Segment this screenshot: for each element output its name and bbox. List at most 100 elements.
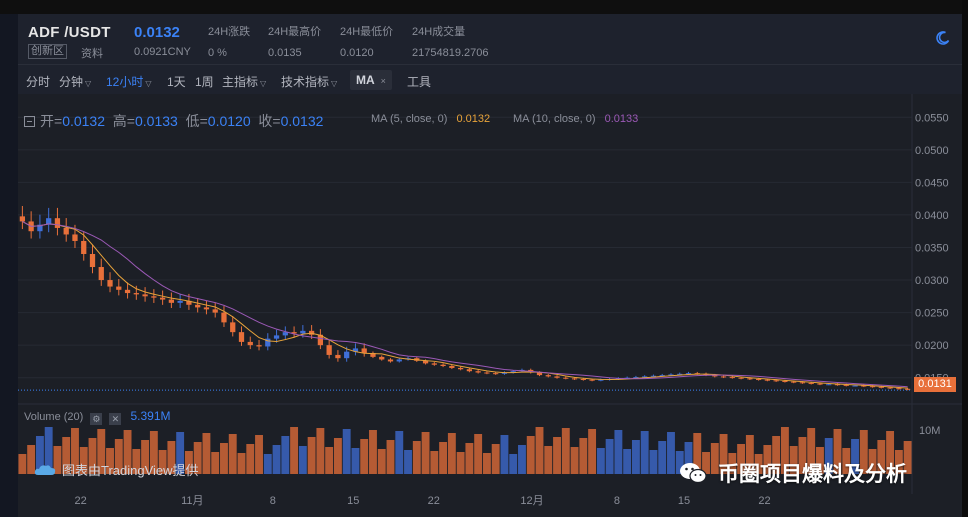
candle-body (563, 377, 569, 379)
candle-body (159, 297, 166, 300)
candle-body (54, 218, 61, 228)
volume-bar (18, 454, 27, 474)
volume-bar (167, 441, 176, 474)
candle-body (677, 373, 683, 375)
main-indicator-menu[interactable]: 主指标 ▽ (222, 75, 267, 89)
volume-bar (509, 454, 518, 474)
candle-body (195, 304, 201, 308)
volume-bar (237, 453, 246, 474)
candle-body (352, 348, 359, 352)
candle-body (81, 240, 87, 254)
volume-bar (640, 431, 649, 474)
volume-bar (193, 442, 202, 474)
volume-bar (877, 440, 886, 474)
ma10-legend: MA (10, close, 0) 0.0133 (513, 113, 638, 125)
tab-minute[interactable]: 分钟 ▽ (59, 75, 92, 89)
candle-body (265, 338, 271, 347)
moon-icon[interactable] (936, 31, 950, 45)
volume-bar (333, 438, 342, 474)
candle-body (466, 369, 473, 372)
candle-body (116, 286, 122, 290)
volume-bar (579, 438, 588, 474)
volume-bar (491, 444, 500, 474)
volume-bar (62, 437, 71, 474)
ma5-value: 0.0132 (456, 113, 491, 125)
tools-menu[interactable]: 工具 (407, 75, 432, 89)
chevron-down-icon: ▽ (85, 79, 92, 88)
candle-body (308, 330, 315, 335)
tech-indicator-menu[interactable]: 技术指标 ▽ (281, 75, 338, 89)
volume-value: 5.391M (130, 409, 171, 423)
candle-body (554, 376, 560, 378)
candle-body (422, 360, 429, 364)
volume-bar (763, 445, 772, 474)
candle-body (755, 379, 762, 381)
candle-body (773, 380, 779, 382)
volume-bar (518, 445, 526, 474)
volume-bar (789, 446, 798, 474)
stat-high-value: 0.0135 (268, 47, 302, 59)
volume-bar (816, 447, 824, 474)
window-top-bar (0, 0, 968, 14)
chart-area[interactable]: 0.0550 0.0500 0.0450 0.0400 0.0350 0.0300 0.02… (18, 94, 962, 517)
volume-bar (842, 448, 851, 474)
close-icon[interactable]: × (380, 76, 386, 86)
tab-1w[interactable]: 1周 (195, 75, 214, 89)
volume-bar (894, 450, 903, 474)
volume-bar (500, 435, 509, 474)
candle-body (861, 385, 867, 387)
candle-body (799, 382, 806, 384)
volume-bar (859, 430, 868, 474)
candle-body (107, 280, 113, 287)
volume-bar (903, 441, 912, 474)
time-tick-label: 12月 (520, 495, 543, 507)
volume-bar (553, 437, 561, 474)
candle-body (729, 377, 735, 379)
candle-body (484, 372, 490, 374)
volume-bar (395, 431, 404, 474)
candle-body (37, 224, 43, 232)
close-icon[interactable]: ✕ (109, 413, 122, 425)
open-value: 0.0132 (62, 113, 106, 129)
candle-body (545, 375, 551, 377)
candle-body (449, 366, 455, 368)
volume-bar (325, 447, 334, 474)
volume-bar (88, 438, 97, 474)
volume-bar (675, 451, 684, 474)
volume-bar (123, 430, 132, 474)
candle-body (904, 388, 911, 390)
tab-1d[interactable]: 1天 (167, 75, 186, 89)
low-value: 0.0120 (207, 113, 251, 129)
volume-bar (535, 427, 544, 474)
volume-bar (526, 436, 535, 474)
collapse-icon[interactable] (24, 116, 35, 127)
volume-label: Volume (20) (24, 411, 84, 423)
candle-body (869, 386, 876, 388)
candle-body (19, 216, 26, 222)
close-value: 0.0132 (280, 113, 324, 129)
tab-time-share[interactable]: 分时 (26, 75, 51, 89)
price-tick-label: 0.0250 (915, 308, 949, 320)
time-tick-label: 8 (614, 495, 620, 507)
ma5-label: MA (5, close, 0) (371, 113, 448, 125)
candle-body (431, 363, 437, 365)
last-price: 0.0132 (134, 24, 180, 41)
volume-bar (158, 450, 167, 474)
tab-12h[interactable]: 12小时 ▽ (106, 75, 152, 89)
info-link[interactable]: 资料 (81, 48, 103, 60)
price-tick-label: 0.0350 (915, 242, 949, 254)
price-chart[interactable]: 0.0550 0.0500 0.0450 0.0400 0.0350 0.0300 0.02… (18, 94, 962, 517)
price-tick-label: 0.0450 (915, 177, 949, 189)
candle-body (475, 371, 481, 373)
tradingview-credit[interactable]: 图表由TradingView提供 (34, 460, 199, 479)
candle-body (273, 335, 280, 339)
zone-badge: 创新区 (28, 44, 67, 59)
volume-bar (754, 454, 763, 474)
volume-bar (211, 452, 220, 474)
candle-body (361, 348, 367, 353)
ma-indicator-pill[interactable]: MA × (350, 70, 392, 90)
volume-bar (631, 440, 640, 474)
candle-body (396, 359, 402, 362)
settings-icon[interactable]: ⚙ (90, 413, 103, 425)
volume-bar (316, 428, 325, 474)
